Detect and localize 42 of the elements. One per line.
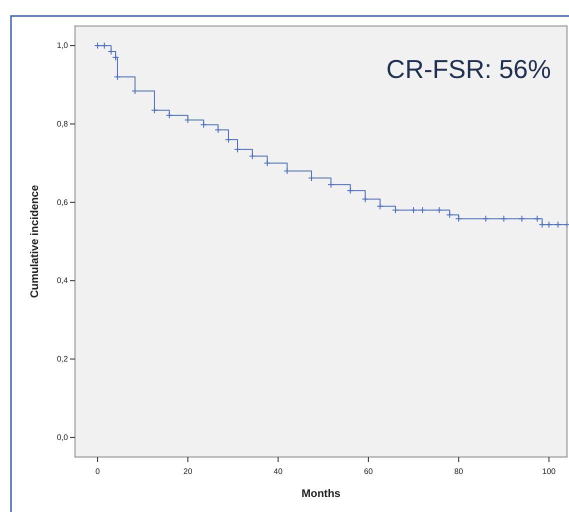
point bbox=[200, 121, 208, 128]
point bbox=[100, 42, 108, 50]
y-axis-title: Cumulative incidence bbox=[29, 184, 41, 298]
y-tick-label: 0,2 bbox=[56, 354, 69, 364]
point bbox=[436, 206, 443, 214]
x-tick-label: 0 bbox=[95, 467, 100, 476]
y-tick-label: 0,8 bbox=[56, 120, 69, 129]
y-tick-label: 0,6 bbox=[56, 198, 69, 207]
annotation: CR-FSR: 56% bbox=[386, 54, 551, 84]
point bbox=[534, 215, 541, 222]
x-tick-label: 60 bbox=[364, 467, 374, 476]
x-tick-label: 100 bbox=[542, 467, 556, 476]
y-tick-label: 1,0 bbox=[56, 41, 69, 50]
point bbox=[419, 206, 426, 214]
point bbox=[264, 160, 271, 167]
point bbox=[150, 106, 158, 114]
point bbox=[392, 206, 399, 214]
point bbox=[166, 112, 173, 119]
point bbox=[554, 221, 562, 228]
y-tick-label: 0,0 bbox=[56, 432, 69, 442]
point bbox=[545, 221, 552, 228]
x-tick-label: 40 bbox=[274, 467, 284, 476]
point bbox=[538, 221, 546, 228]
point bbox=[114, 73, 121, 80]
x-tick-label: 20 bbox=[183, 467, 193, 476]
point bbox=[446, 211, 454, 218]
point bbox=[410, 206, 418, 214]
point bbox=[224, 136, 232, 144]
x-axis-title: Months bbox=[301, 488, 341, 500]
point bbox=[482, 215, 490, 222]
point bbox=[362, 196, 369, 203]
point bbox=[346, 187, 354, 194]
y-tick-label: 0,4 bbox=[56, 276, 69, 286]
point bbox=[376, 202, 384, 210]
point bbox=[327, 181, 334, 188]
point bbox=[214, 126, 222, 134]
point bbox=[455, 215, 462, 222]
point bbox=[518, 215, 526, 222]
point bbox=[500, 215, 508, 222]
point bbox=[248, 152, 256, 160]
x-tick-label: 80 bbox=[454, 467, 464, 476]
point bbox=[112, 54, 120, 61]
